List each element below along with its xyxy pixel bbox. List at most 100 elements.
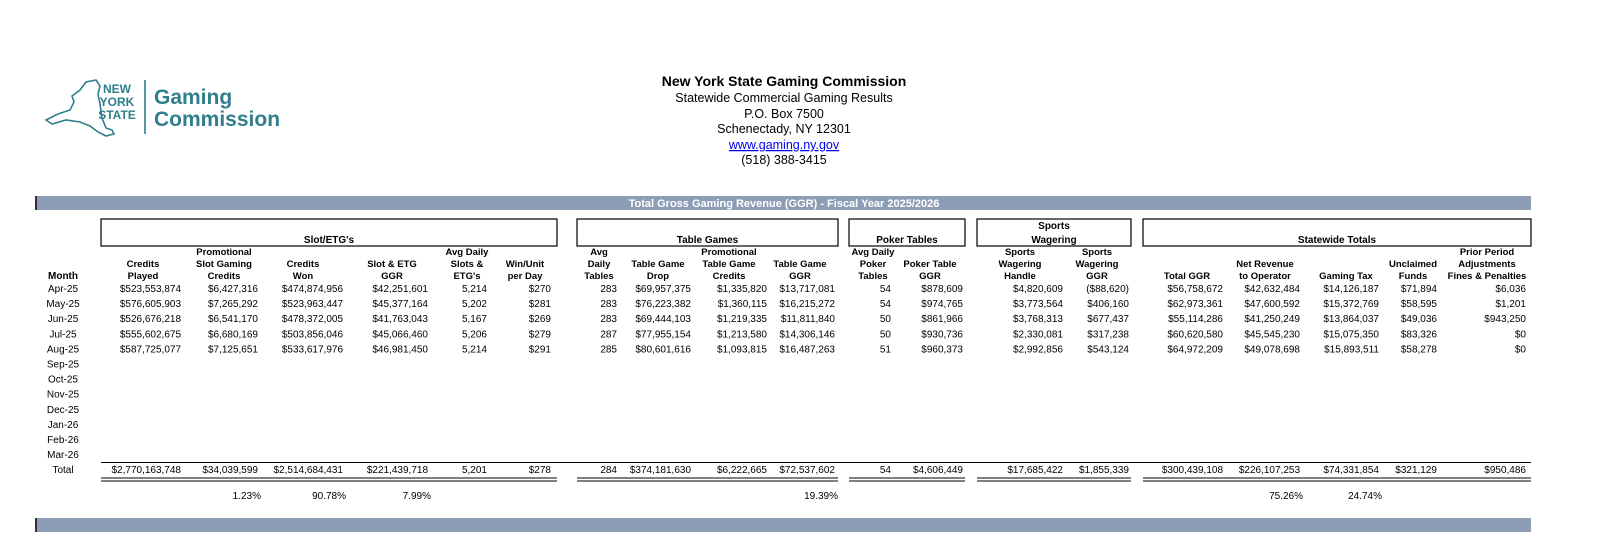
table-cell: $2,770,163,748 [111, 465, 181, 476]
group-label: Wagering [1031, 235, 1076, 246]
table-cell: $474,874,956 [282, 284, 344, 295]
column-header: Sports [1005, 247, 1035, 258]
table-cell: $878,609 [921, 284, 963, 295]
column-header: Unclaimed [1389, 259, 1437, 270]
website-link[interactable]: www.gaming.ny.gov [728, 138, 840, 152]
column-header: to Operator [1239, 271, 1291, 282]
table-cell: $555,602,675 [120, 329, 182, 340]
table-cell: $677,437 [1087, 314, 1129, 325]
month-label: Jan-26 [48, 420, 79, 431]
table-cell: $300,439,108 [1162, 465, 1224, 476]
table-cell: $1,360,115 [718, 299, 768, 310]
table-cell: $64,972,209 [1167, 344, 1223, 355]
table-cell: 5,214 [462, 284, 487, 295]
table-cell: $17,685,422 [1007, 465, 1063, 476]
month-label: Jun-25 [48, 314, 79, 325]
logo-state-word: STATE [98, 108, 136, 122]
table-cell: 51 [880, 344, 892, 355]
column-header: Total GGR [1164, 271, 1210, 282]
column-header: Gaming Tax [1319, 271, 1373, 282]
table-cell: $1,219,335 [717, 314, 767, 325]
table-cell: $41,250,249 [1244, 314, 1300, 325]
group-box [1142, 218, 1532, 247]
table-cell: $861,966 [921, 314, 963, 325]
table-cell: $930,736 [921, 329, 963, 340]
month-label: Apr-25 [48, 284, 78, 295]
percentage: 1.23% [233, 491, 261, 502]
table-cell: $281 [529, 299, 552, 310]
table-cell: $291 [529, 344, 552, 355]
table-cell: $221,439,718 [367, 465, 429, 476]
table-cell: $15,075,350 [1323, 329, 1379, 340]
table-cell: $406,160 [1087, 299, 1129, 310]
table-cell: $74,331,854 [1323, 465, 1379, 476]
column-header: Table Game [773, 259, 826, 270]
table-cell: $943,250 [1484, 314, 1526, 325]
month-label: Total [52, 465, 73, 476]
table-cell: $960,373 [921, 344, 963, 355]
table-cell: $6,222,665 [717, 465, 767, 476]
month-label: May-25 [46, 299, 80, 310]
logo-name: Commission [154, 108, 280, 131]
month-label: Nov-25 [47, 390, 80, 401]
table-cell: 50 [880, 314, 892, 325]
column-header: Won [293, 271, 314, 282]
table-cell: $14,306,146 [779, 329, 835, 340]
table-cell: $6,427,316 [208, 284, 258, 295]
month-label: Dec-25 [47, 405, 80, 416]
column-header: Avg Daily [446, 247, 490, 258]
table-cell: $45,377,164 [372, 299, 428, 310]
column-header: Handle [1004, 271, 1036, 282]
table-cell: $60,620,580 [1167, 329, 1223, 340]
table-cell: $49,078,698 [1244, 344, 1300, 355]
table-cell: $3,768,313 [1013, 314, 1063, 325]
table-cell: $0 [1515, 344, 1527, 355]
address-line: P.O. Box 7500 [744, 107, 824, 121]
table-cell: $270 [529, 284, 552, 295]
logo-name: Gaming [154, 86, 232, 109]
table-cell: 285 [600, 344, 617, 355]
table-cell: $45,066,460 [372, 329, 428, 340]
group-label: Sports [1038, 221, 1070, 232]
table-cell: $478,372,005 [282, 314, 344, 325]
table-cell: $503,856,046 [282, 329, 344, 340]
table-cell: $1,335,820 [717, 284, 767, 295]
column-header: GGR [1086, 271, 1108, 282]
column-header: Tables [584, 271, 613, 282]
group-label: Poker Tables [876, 235, 938, 246]
table-cell: $1,093,815 [717, 344, 767, 355]
table-cell: $16,215,272 [779, 299, 835, 310]
table: Slot/ETG's Table Games Poker TablesSportsW… [46, 218, 1532, 502]
column-header: Credits [713, 271, 746, 282]
logo-state-word: YORK [100, 95, 135, 109]
table-cell: $34,039,599 [202, 465, 258, 476]
table-cell: $15,893,511 [1324, 344, 1379, 355]
table-cell: $42,632,484 [1244, 284, 1300, 295]
table-cell: $279 [529, 329, 552, 340]
table-cell: $77,955,154 [635, 329, 691, 340]
table-cell: $58,595 [1401, 299, 1438, 310]
table-cell: $13,717,081 [779, 284, 835, 295]
table-cell: $2,992,856 [1013, 344, 1063, 355]
table-cell: $80,601,616 [635, 344, 691, 355]
table-cell: 5,206 [462, 329, 487, 340]
table-cell: $1,213,580 [717, 329, 767, 340]
group-label: Table Games [677, 235, 739, 246]
percentage: 24.74% [1348, 491, 1382, 502]
table-cell: 54 [880, 465, 892, 476]
table-cell: $950,486 [1484, 465, 1526, 476]
footer-banner [36, 518, 1531, 532]
table-cell: $0 [1515, 329, 1527, 340]
table-cell: $226,107,253 [1239, 465, 1301, 476]
column-header: Wagering [1076, 259, 1119, 270]
table-cell: 283 [600, 284, 617, 295]
banner-edge [35, 196, 37, 210]
column-header: Fines & Penalties [1448, 271, 1527, 282]
table-cell: $69,957,375 [635, 284, 691, 295]
month-label: Sep-25 [47, 360, 80, 371]
column-header: Daily [588, 259, 611, 270]
table-cell: 5,202 [462, 299, 487, 310]
column-header: Credits [127, 259, 160, 270]
table-cell: $15,372,769 [1323, 299, 1379, 310]
table-cell: $55,114,286 [1168, 314, 1223, 325]
